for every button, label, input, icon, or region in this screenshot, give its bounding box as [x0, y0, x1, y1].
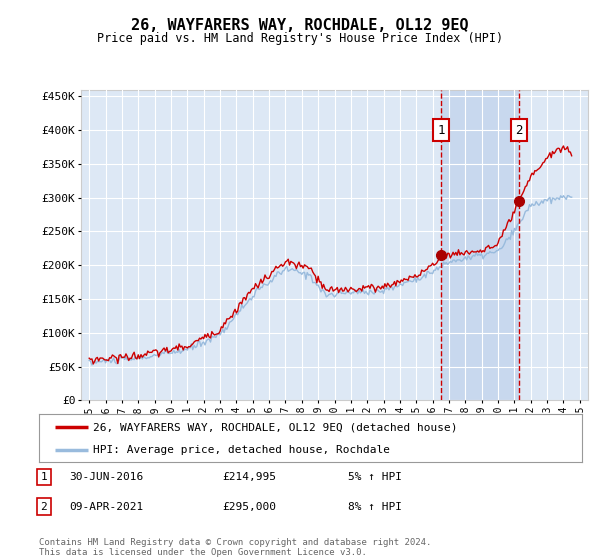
Text: 1: 1 [40, 472, 47, 482]
Text: 2: 2 [40, 502, 47, 512]
Text: HPI: Average price, detached house, Rochdale: HPI: Average price, detached house, Roch… [94, 445, 391, 455]
Text: 5% ↑ HPI: 5% ↑ HPI [348, 472, 402, 482]
Text: 26, WAYFARERS WAY, ROCHDALE, OL12 9EQ: 26, WAYFARERS WAY, ROCHDALE, OL12 9EQ [131, 18, 469, 33]
Text: 8% ↑ HPI: 8% ↑ HPI [348, 502, 402, 512]
Text: 1: 1 [437, 124, 445, 137]
Bar [441, 90, 520, 400]
Text: 09-APR-2021: 09-APR-2021 [69, 502, 143, 512]
Text: 26, WAYFARERS WAY, ROCHDALE, OL12 9EQ (detached house): 26, WAYFARERS WAY, ROCHDALE, OL12 9EQ (d… [94, 422, 458, 432]
Text: Price paid vs. HM Land Registry's House Price Index (HPI): Price paid vs. HM Land Registry's House … [97, 32, 503, 45]
Text: £295,000: £295,000 [222, 502, 276, 512]
Text: 30-JUN-2016: 30-JUN-2016 [69, 472, 143, 482]
Text: £214,995: £214,995 [222, 472, 276, 482]
Text: Contains HM Land Registry data © Crown copyright and database right 2024.
This d: Contains HM Land Registry data © Crown c… [39, 538, 431, 557]
Text: 2: 2 [515, 124, 523, 137]
